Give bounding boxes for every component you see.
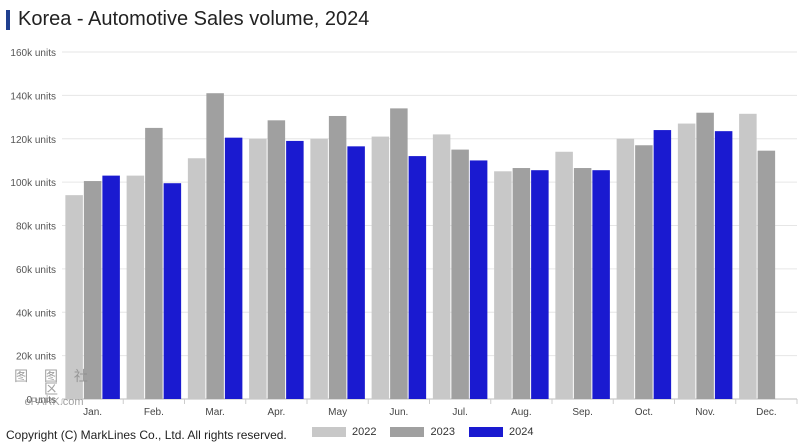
y-tick-label: 80k units: [16, 222, 56, 233]
x-tick-label: Apr.: [267, 407, 285, 418]
bar-2023-jun: [390, 108, 408, 399]
y-tick-label: 120k units: [10, 135, 56, 146]
bar-2022-may: [310, 138, 328, 399]
bar-2023-oct: [635, 145, 653, 399]
y-tick-label: 0 units: [27, 395, 56, 406]
bar-2023-apr: [267, 120, 286, 400]
watermark: 图 图 社 区 ePARK.com: [4, 368, 104, 408]
bar-2023-nov: [696, 112, 714, 399]
chart-title-container: Korea - Automotive Sales volume, 2024: [6, 8, 369, 31]
bar-2022-feb: [126, 175, 145, 399]
legend-label-2023: 2023: [430, 426, 455, 438]
legend-swatch-2022: [312, 427, 346, 437]
x-tick-label: Aug.: [511, 407, 532, 418]
bar-2023-jan: [83, 181, 102, 399]
bar-2024-oct: [653, 130, 672, 399]
bar-2022-apr: [249, 138, 267, 399]
bar-2022-sep: [555, 151, 573, 399]
bar-2023-mar: [206, 93, 224, 400]
watermark-line-2: ePARK.com: [24, 396, 84, 408]
x-tick-label: Jun.: [389, 407, 408, 418]
legend-item-2022[interactable]: 2022: [312, 426, 376, 438]
bar-2022-oct: [616, 138, 635, 399]
bar-2023-feb: [145, 127, 163, 399]
watermark-line-1: 图 图 社 区: [14, 368, 94, 397]
x-tick-label: Jan.: [83, 407, 102, 418]
y-tick-label: 60k units: [16, 265, 56, 276]
x-tick-label: Oct.: [635, 407, 653, 418]
bar-2024-mar: [224, 137, 243, 399]
x-tick-label: Jul.: [452, 407, 468, 418]
bar-2022-nov: [677, 123, 696, 399]
bar-2024-nov: [714, 131, 733, 400]
bar-2022-dec: [739, 113, 757, 399]
chart-legend: 2022 2023 2024: [312, 426, 533, 438]
y-tick-label: 20k units: [16, 352, 56, 363]
bar-2022-jan: [65, 195, 83, 399]
bar-2023-aug: [512, 168, 531, 399]
bar-2022-jun: [371, 136, 390, 400]
legend-swatch-2023: [390, 427, 425, 437]
y-tick-label: 100k units: [10, 178, 56, 189]
y-tick-label: 160k units: [10, 48, 56, 59]
bar-2022-aug: [494, 171, 512, 399]
bar-2024-apr: [286, 140, 304, 399]
bar-2024-jun: [408, 156, 427, 399]
bar-2023-sep: [573, 168, 592, 399]
y-tick-label: 40k units: [16, 308, 56, 319]
bar-2024-jan: [102, 175, 120, 399]
legend-swatch-2024: [468, 427, 503, 437]
title-accent-bar: [6, 9, 10, 30]
y-tick-label: 140k units: [10, 91, 56, 102]
copyright-text: Copyright (C) MarkLines Co., Ltd. All ri…: [6, 428, 287, 442]
bar-2022-jul: [432, 134, 451, 399]
legend-label-2022: 2022: [352, 426, 377, 438]
bar-2023-may: [328, 115, 347, 400]
x-tick-label: Feb.: [144, 407, 164, 418]
x-tick-label: Nov.: [695, 407, 715, 418]
x-tick-label: Dec.: [756, 407, 777, 418]
bar-2024-aug: [531, 170, 549, 399]
bar-2023-dec: [757, 150, 776, 399]
legend-item-2023[interactable]: 2023: [390, 426, 455, 438]
bar-2023-jul: [451, 149, 469, 399]
x-tick-label: Sep.: [572, 407, 593, 418]
bar-2024-sep: [592, 170, 610, 399]
bar-2022-mar: [187, 158, 206, 399]
x-tick-label: May: [328, 407, 347, 418]
legend-item-2024[interactable]: 2024: [468, 426, 534, 438]
bar-2024-jul: [469, 160, 488, 399]
legend-label-2024: 2024: [508, 426, 534, 438]
page-title: Korea - Automotive Sales volume, 2024: [18, 8, 370, 30]
x-tick-label: Mar.: [205, 407, 224, 418]
bar-2024-may: [347, 146, 365, 399]
bar-2024-feb: [163, 183, 182, 399]
